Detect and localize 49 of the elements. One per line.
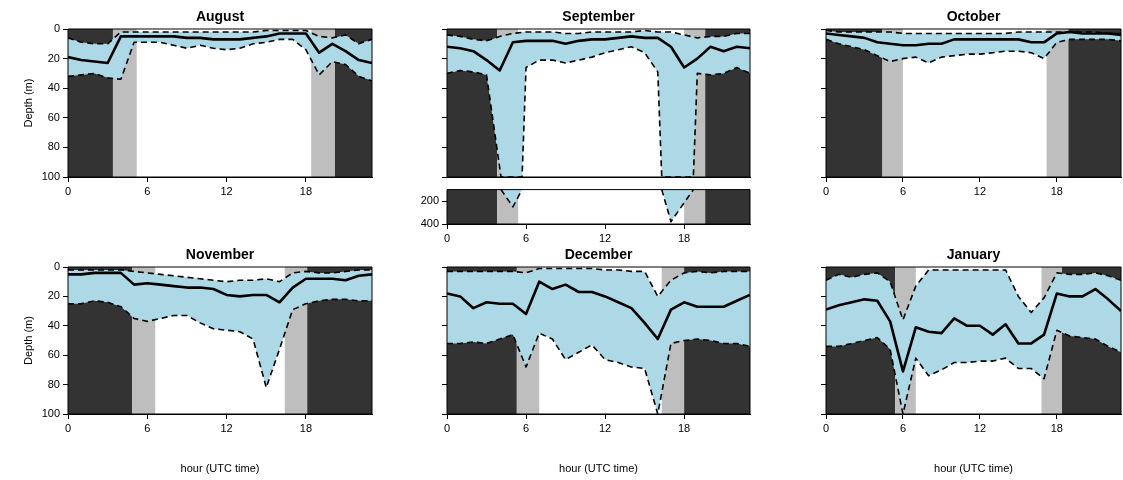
x-tick-label: 0 bbox=[443, 231, 451, 244]
x-axis-title: hour (UTC time) bbox=[559, 462, 638, 475]
x-axis-title: hour (UTC time) bbox=[934, 462, 1013, 475]
chart-title: November bbox=[185, 246, 255, 262]
y-axis-title: Depth (m) bbox=[21, 316, 34, 365]
x-tick-label: 18 bbox=[1050, 184, 1063, 197]
chart-title: December bbox=[564, 246, 633, 262]
x-tick-label: 12 bbox=[598, 231, 612, 244]
x-tick-label: 18 bbox=[299, 184, 313, 197]
y-tick-label: 100 bbox=[41, 170, 60, 183]
x-tick-label: 0 bbox=[64, 421, 72, 434]
y-tick-label: 40 bbox=[47, 81, 60, 94]
y-tick-label: 0 bbox=[53, 260, 60, 273]
y-tick-label: 100 bbox=[41, 407, 60, 420]
x-tick-label: 18 bbox=[678, 421, 691, 434]
x-tick-label: 6 bbox=[522, 421, 530, 434]
x-tick-label: 12 bbox=[598, 421, 612, 434]
x-tick-label: 18 bbox=[678, 231, 691, 244]
chart-title: October bbox=[946, 8, 1001, 24]
x-axis-title: hour (UTC time) bbox=[180, 462, 260, 475]
x-tick-label: 6 bbox=[522, 231, 530, 244]
y-tick-label: 60 bbox=[47, 348, 60, 361]
chart-title: September bbox=[562, 8, 636, 24]
y-tick-label: 0 bbox=[53, 22, 60, 35]
x-tick-label: 6 bbox=[144, 184, 151, 197]
y-axis-title: Depth (m) bbox=[21, 78, 34, 128]
x-tick-label: 6 bbox=[899, 184, 907, 197]
y-tick-label: 200 bbox=[420, 194, 439, 207]
chart-title: August bbox=[195, 8, 245, 24]
y-tick-label: 20 bbox=[47, 51, 60, 64]
y-tick-label: 80 bbox=[47, 377, 60, 390]
y-tick-label: 400 bbox=[420, 217, 439, 230]
x-tick-label: 0 bbox=[443, 421, 451, 434]
x-tick-label: 12 bbox=[220, 184, 233, 197]
x-tick-label: 6 bbox=[144, 421, 151, 434]
x-tick-label: 12 bbox=[973, 421, 987, 434]
y-tick-label: 40 bbox=[47, 318, 60, 331]
y-tick-label: 20 bbox=[47, 289, 60, 302]
x-tick-label: 0 bbox=[822, 421, 830, 434]
x-tick-label: 12 bbox=[973, 184, 987, 197]
y-tick-label: 60 bbox=[47, 110, 60, 123]
x-tick-label: 6 bbox=[899, 421, 907, 434]
x-tick-label: 12 bbox=[220, 421, 233, 434]
x-tick-label: 18 bbox=[1050, 421, 1063, 434]
x-tick-label: 0 bbox=[64, 184, 72, 197]
x-tick-label: 18 bbox=[299, 421, 313, 434]
y-tick-label: 80 bbox=[47, 140, 60, 153]
chart-title: January bbox=[946, 246, 1001, 262]
x-tick-label: 0 bbox=[822, 184, 830, 197]
